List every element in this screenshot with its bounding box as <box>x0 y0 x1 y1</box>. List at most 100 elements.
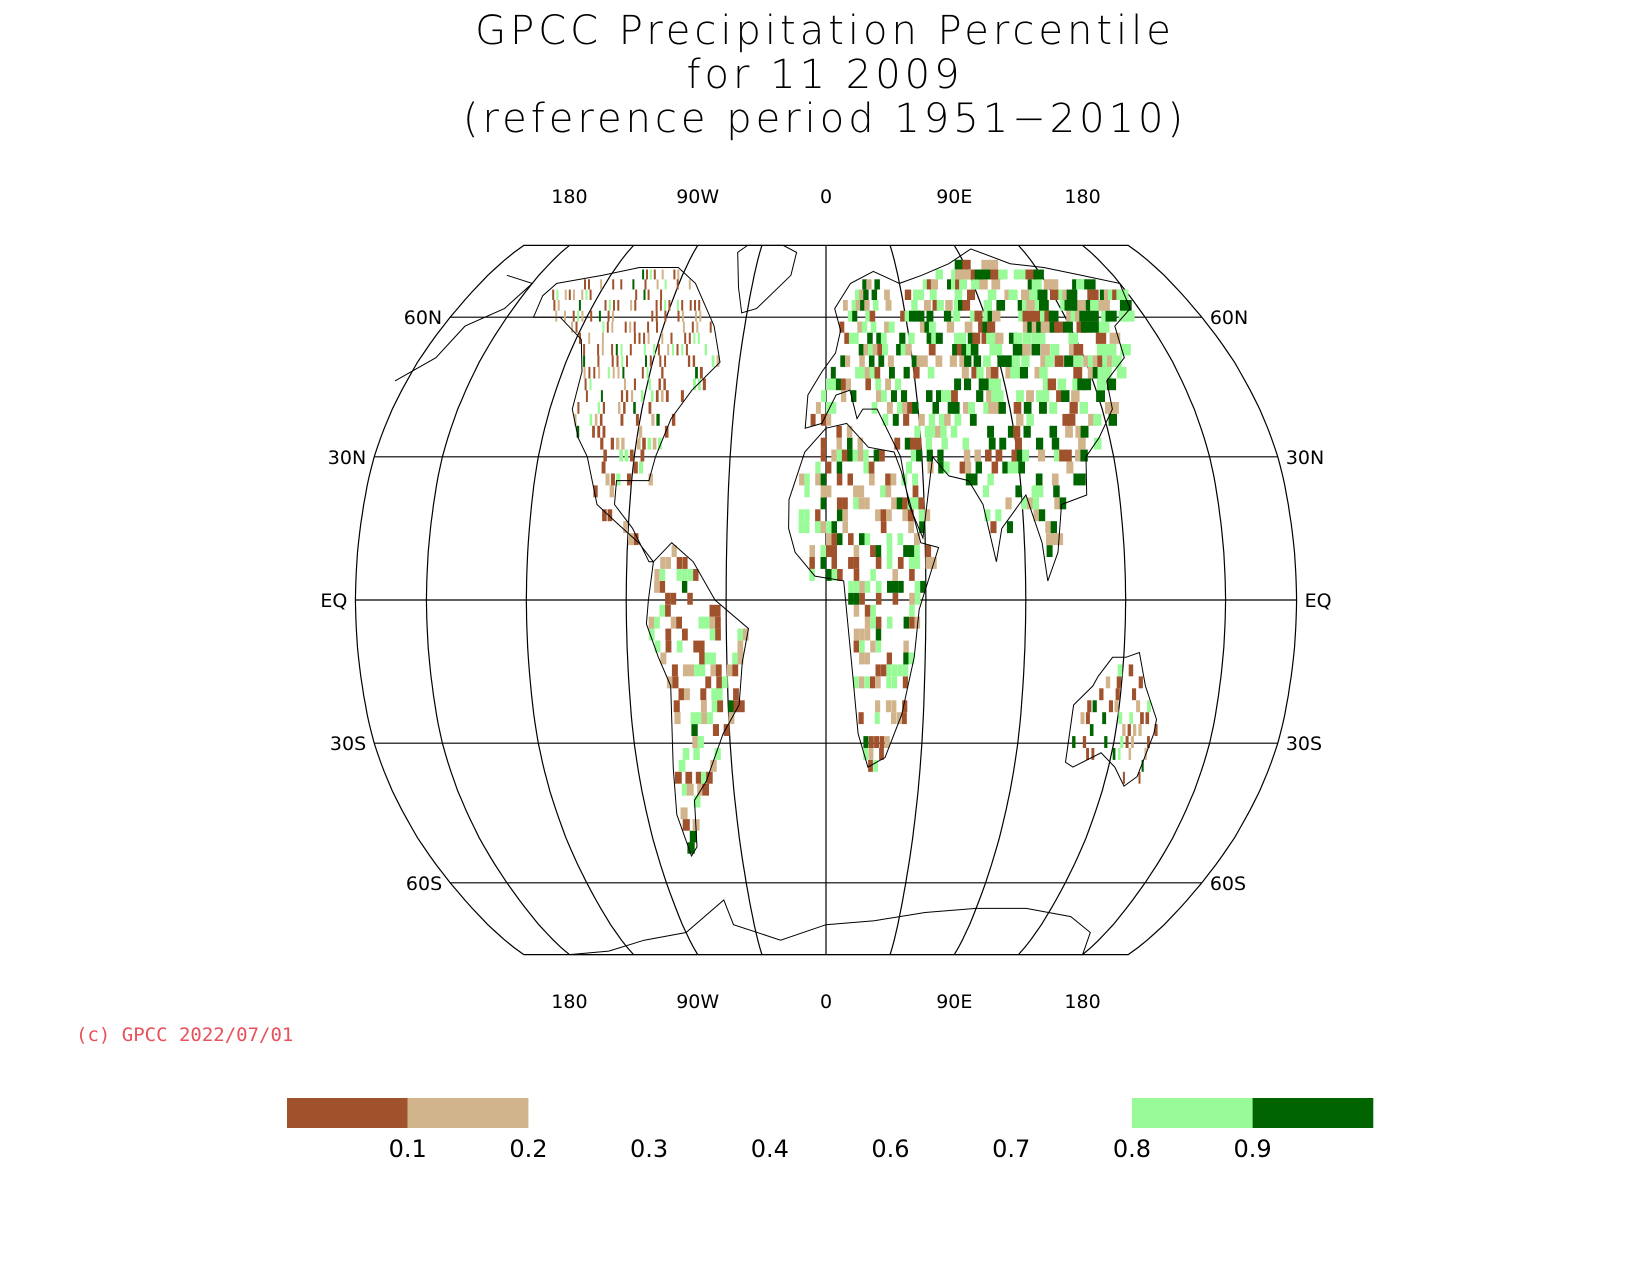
precip-cell <box>667 344 670 356</box>
precip-cell <box>872 344 879 356</box>
precip-cell <box>682 557 688 569</box>
precip-cell <box>697 736 704 748</box>
precip-cell <box>654 569 660 581</box>
precip-cell <box>853 332 859 344</box>
precip-cell <box>1130 736 1134 748</box>
precip-cell <box>863 449 869 462</box>
precip-cell <box>1099 688 1104 701</box>
precip-cell <box>990 332 999 344</box>
precip-cell <box>594 413 598 426</box>
precip-cell <box>696 321 699 333</box>
greenland-coastline <box>737 244 798 314</box>
precip-cell <box>820 521 826 534</box>
precip-cell <box>950 425 958 438</box>
precip-cell <box>991 279 1001 290</box>
precip-cell <box>848 580 854 593</box>
precip-cell <box>597 425 601 438</box>
precip-cell <box>564 289 567 300</box>
precip-cell <box>866 279 872 290</box>
precip-cell <box>886 652 892 665</box>
precip-cell <box>1031 279 1042 290</box>
precip-cell <box>929 425 937 438</box>
precip-cell <box>1038 509 1046 522</box>
precip-cell <box>908 557 915 569</box>
coordinate-labels: 180 90W 0 90E 180 180 90W 0 90E 180 60N 30N EQ 30S 60S… <box>320 186 1331 1010</box>
precip-cell <box>700 688 707 701</box>
precip-cell <box>820 545 826 557</box>
precip-cell <box>904 289 912 300</box>
precip-cell <box>943 310 952 322</box>
precip-cell <box>914 545 920 557</box>
precip-cell <box>1064 300 1075 311</box>
precip-cell <box>909 616 915 629</box>
precip-cell <box>939 413 946 426</box>
precip-cell <box>556 289 559 300</box>
precip-cell <box>925 557 932 569</box>
precip-cell <box>1007 355 1016 367</box>
precip-cell <box>723 724 730 736</box>
precip-cell <box>624 449 629 462</box>
precip-cell <box>954 259 963 270</box>
precip-cell <box>927 461 934 474</box>
precip-cell <box>799 473 805 486</box>
precip-cell <box>886 533 893 546</box>
precip-cell <box>836 473 843 486</box>
precip-cell <box>584 378 587 391</box>
precip-cell <box>1051 437 1060 450</box>
precip-cell <box>878 355 885 367</box>
precip-cell <box>1116 366 1127 379</box>
precip-cell <box>992 310 1001 322</box>
precip-cell <box>1127 724 1131 736</box>
precip-cell <box>886 402 893 414</box>
precip-cell <box>870 604 876 617</box>
precip-cell <box>685 344 688 356</box>
precip-cell <box>661 269 664 280</box>
precip-cell <box>600 279 603 290</box>
precip-cell <box>875 640 882 653</box>
precip-cell <box>654 640 661 653</box>
precip-cell <box>897 533 904 546</box>
precip-cell <box>1114 700 1119 713</box>
precip-cell <box>676 344 679 356</box>
precip-cell <box>928 344 936 356</box>
precip-cell <box>927 366 935 379</box>
precip-cell <box>1087 700 1092 713</box>
precip-cell <box>926 332 934 344</box>
precip-cell <box>899 332 906 344</box>
precip-cell <box>932 402 939 414</box>
precip-cell <box>815 509 821 522</box>
legend-label: 0.6 <box>871 1135 909 1163</box>
precip-cell <box>637 437 641 450</box>
precip-cell <box>660 557 666 569</box>
precip-cell <box>1082 378 1092 391</box>
precip-cell <box>673 700 680 713</box>
precip-cell <box>600 437 604 450</box>
precip-cell <box>1042 378 1052 391</box>
precip-cell <box>871 289 878 300</box>
precip-cell <box>1096 344 1107 356</box>
precip-cell <box>674 712 681 725</box>
precip-cell <box>1039 300 1049 311</box>
precip-cell <box>990 366 999 379</box>
precip-cell <box>868 736 874 748</box>
precip-cell <box>635 289 638 300</box>
precip-cell <box>1047 378 1057 391</box>
precip-cell <box>680 807 688 820</box>
precip-cell <box>984 509 991 522</box>
precip-cell <box>944 413 951 426</box>
precip-cell <box>698 300 701 311</box>
precip-cell <box>675 771 682 784</box>
precip-cell <box>1128 748 1132 760</box>
precip-cell <box>885 485 892 498</box>
precip-cell <box>1005 366 1014 379</box>
precip-cell <box>709 321 712 333</box>
legend-label: 0.3 <box>630 1135 668 1163</box>
antarctica-coastline <box>569 899 1091 956</box>
precip-cell <box>677 310 680 322</box>
precip-cell <box>904 310 911 322</box>
precip-cell <box>1016 390 1024 402</box>
precip-cell <box>629 449 634 462</box>
precip-cell <box>859 533 865 546</box>
precip-cell <box>1104 736 1108 748</box>
precip-cell <box>929 289 937 300</box>
